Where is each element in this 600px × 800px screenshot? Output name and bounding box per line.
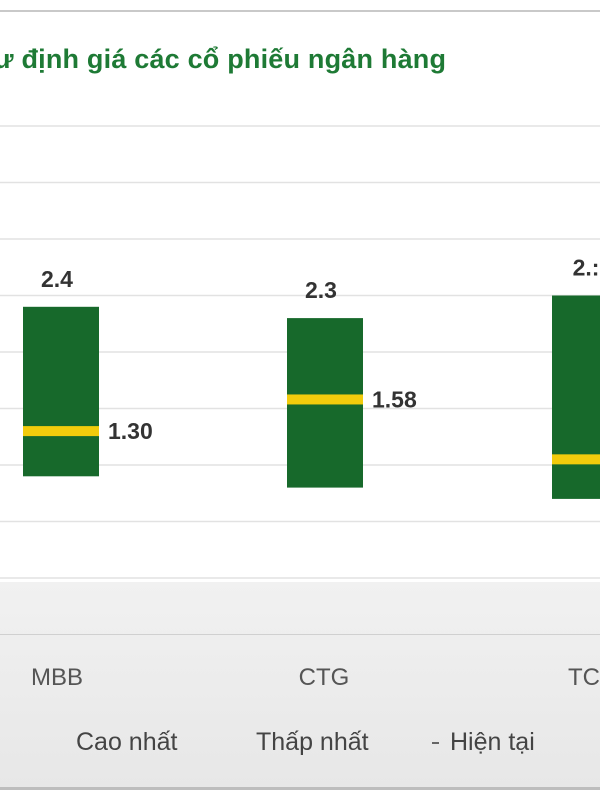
axis-panel-divider [0, 634, 600, 635]
category-label-ctg: CTG [298, 664, 350, 691]
current-marker-mbb [23, 426, 99, 437]
range-bar-tc [552, 295, 600, 499]
category-label-mbb: MBB [30, 664, 84, 691]
axis-panel [0, 582, 600, 787]
category-label-tc: TC [568, 664, 600, 691]
chart-frame-bottom [0, 787, 600, 790]
high-label-ctg: 2.3 [305, 277, 337, 303]
legend-marker-hien-tai [432, 742, 439, 744]
chart-frame-top [0, 10, 600, 12]
current-marker-tc [552, 454, 600, 465]
current-label-ctg: 1.58 [372, 386, 417, 412]
chart-title: ư định giá các cổ phiếu ngân hàng [0, 44, 447, 74]
high-label-mbb: 2.4 [41, 266, 73, 292]
legend-item-hien-tai: Hiện tại [450, 728, 535, 756]
legend-item-cao-nhat: Cao nhất [76, 728, 178, 756]
current-label-mbb: 1.30 [108, 418, 153, 444]
current-marker-ctg [287, 394, 363, 405]
high-label-tc: 2.: [573, 255, 600, 281]
legend-item-thap-nhat: Thấp nhất [256, 728, 369, 756]
range-bar-mbb [23, 306, 99, 477]
